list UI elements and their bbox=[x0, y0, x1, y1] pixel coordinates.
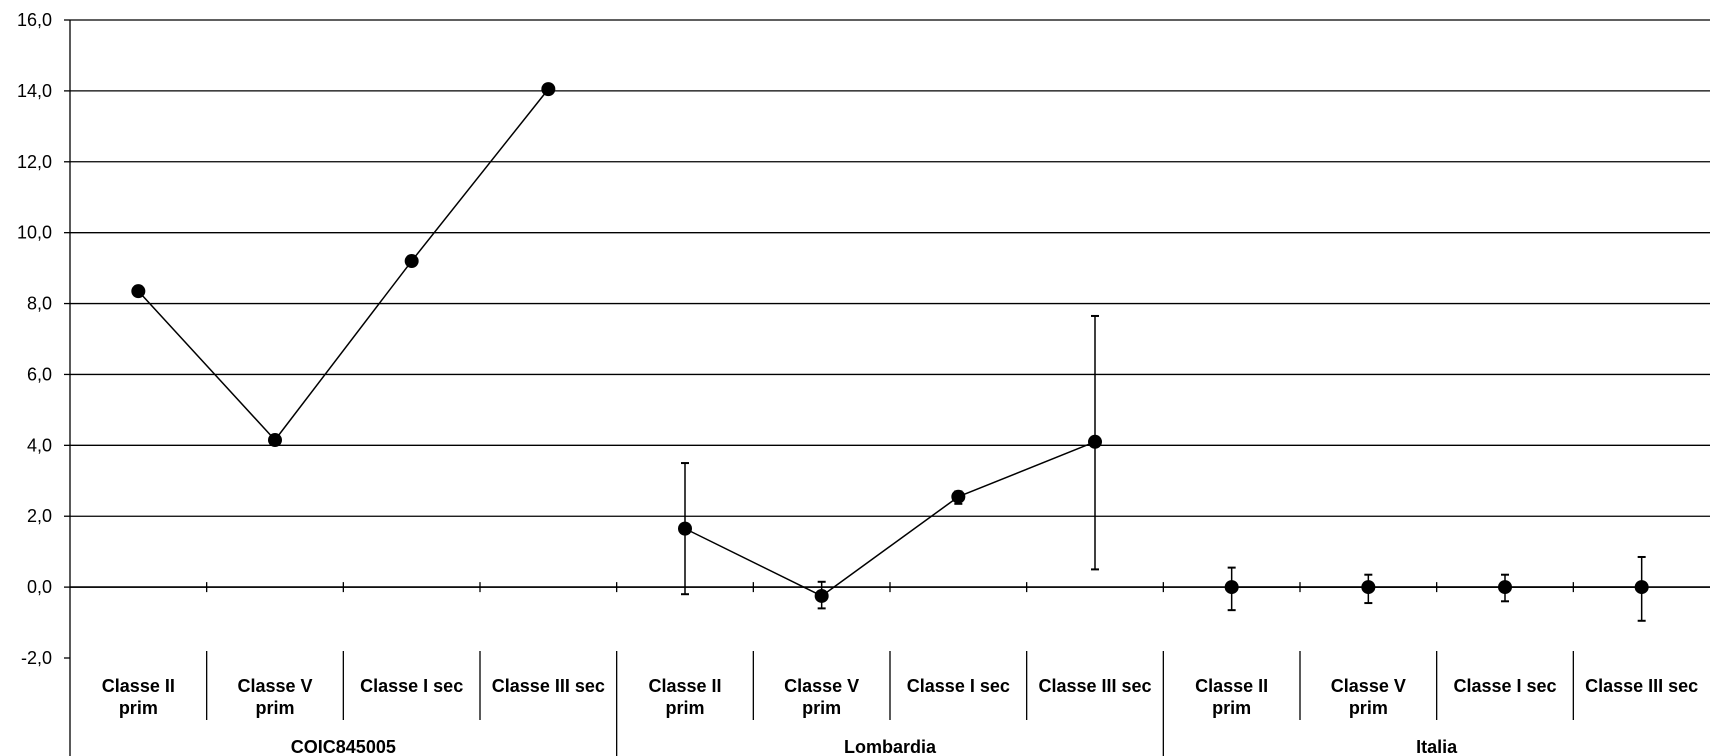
series-italia bbox=[1224, 555, 1649, 622]
data-point bbox=[1634, 580, 1649, 595]
data-point bbox=[1498, 580, 1512, 595]
y-tick-label: 2,0 bbox=[27, 506, 52, 526]
data-point bbox=[814, 588, 829, 603]
data-point bbox=[1361, 580, 1376, 595]
series-line-segment bbox=[274, 260, 413, 441]
series-coic845005 bbox=[131, 82, 556, 448]
series-line-segment bbox=[137, 290, 276, 441]
data-point bbox=[131, 284, 146, 299]
group-label: Italia bbox=[1416, 737, 1458, 756]
data-series bbox=[131, 82, 1649, 622]
data-point bbox=[1224, 580, 1239, 595]
series-line-segment bbox=[411, 88, 549, 262]
group-label: Lombardia bbox=[844, 737, 937, 756]
y-tick-label: 16,0 bbox=[17, 10, 52, 30]
category-label: Classe II prim bbox=[1195, 676, 1268, 718]
series-line-segment bbox=[821, 496, 959, 597]
y-tick-label: 10,0 bbox=[17, 223, 52, 243]
data-point bbox=[268, 433, 282, 448]
group-label: COIC845005 bbox=[291, 737, 396, 756]
category-label: Classe III sec bbox=[492, 676, 605, 696]
category-label: Classe II prim bbox=[102, 676, 175, 718]
category-label: Classe I sec bbox=[907, 676, 1010, 696]
y-tick-label: 6,0 bbox=[27, 364, 52, 384]
data-point bbox=[1088, 434, 1102, 449]
y-tick-label: 14,0 bbox=[17, 81, 52, 101]
data-point bbox=[404, 254, 419, 269]
series-lombardia bbox=[678, 314, 1102, 610]
category-label: Classe I sec bbox=[360, 676, 463, 696]
y-tick-label: -2,0 bbox=[21, 648, 52, 668]
y-tick-label: 12,0 bbox=[17, 152, 52, 172]
y-tick-label: 0,0 bbox=[27, 577, 52, 597]
series-line-segment bbox=[958, 441, 1096, 498]
data-point bbox=[951, 489, 966, 504]
series-line-segment bbox=[684, 527, 822, 597]
data-point bbox=[541, 82, 556, 97]
gridlines bbox=[70, 19, 1710, 588]
category-label: Classe III sec bbox=[1038, 676, 1151, 696]
category-label: Classe I sec bbox=[1453, 676, 1556, 696]
category-label: Classe II prim bbox=[648, 676, 721, 718]
category-label: Classe III sec bbox=[1585, 676, 1698, 696]
y-tick-label: 4,0 bbox=[27, 435, 52, 455]
y-axis: -2,0 0,0 2,0 4,0 6,0 8,0 10,0 12,0 14,0 16,0 bbox=[17, 10, 71, 756]
data-point bbox=[678, 521, 692, 536]
y-tick-label: 8,0 bbox=[27, 294, 52, 314]
